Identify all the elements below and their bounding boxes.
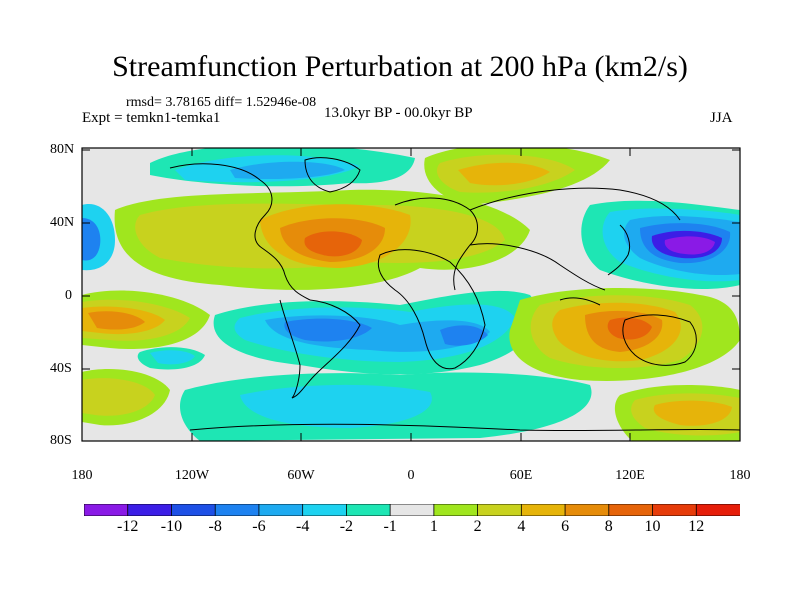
colorbar-label: 12 <box>688 518 705 535</box>
lon-label-60w: 60W <box>287 468 315 483</box>
colorbar-label: 2 <box>473 518 482 535</box>
lon-label-120w: 120W <box>174 468 210 483</box>
colorbar-swatch <box>608 504 654 516</box>
lon-label-0: 0 <box>407 468 415 483</box>
colorbar-swatch <box>433 504 479 516</box>
colorbar-label: -4 <box>295 518 310 535</box>
lat-label-80s: 80S <box>50 433 72 448</box>
colorbar-swatch <box>564 504 610 516</box>
streamfunction-field <box>82 148 740 441</box>
colorbar-label: 10 <box>644 518 661 535</box>
australia-positive-max <box>607 317 652 340</box>
south-america-coast <box>291 299 361 399</box>
maritime-continent-coast <box>559 297 601 306</box>
lon-label-120e: 120E <box>615 468 645 483</box>
greenland-outline <box>304 157 361 193</box>
colorbar-label: 8 <box>604 518 613 535</box>
lat-ticks <box>82 149 740 442</box>
colorbar-swatch <box>345 504 392 516</box>
west-edge-negative-core <box>82 218 101 261</box>
south-america-west-coast <box>279 299 301 399</box>
colorbar-swatch <box>214 504 260 516</box>
se-pacific-negative-inner <box>150 350 195 365</box>
colorbar-label: 4 <box>517 518 526 535</box>
colorbar-swatch <box>258 504 304 516</box>
europe-coast <box>394 197 478 291</box>
south-east-positive-high <box>653 400 732 426</box>
antarctica-coast <box>189 423 740 432</box>
lat-label-80n: 80N <box>50 142 75 157</box>
lat-label-0: 0 <box>65 288 72 303</box>
lat-label-40n: 40N <box>50 215 75 230</box>
colorbar-swatch <box>127 504 173 516</box>
colorbar-label: -12 <box>117 518 139 535</box>
colorbar-swatch <box>520 504 566 516</box>
lat-label-40s: 40S <box>50 361 72 376</box>
south-america-negative-core <box>284 318 372 342</box>
colorbar-label: 6 <box>561 518 570 535</box>
colorbar-label: -2 <box>339 518 354 535</box>
east-asia-coast <box>607 224 631 276</box>
south-pacific-positive-max <box>88 311 145 330</box>
colorbar-label: -6 <box>252 518 266 535</box>
season-label: JJA <box>710 110 733 126</box>
southern-positive-west-inner <box>82 378 155 416</box>
lon-ticks <box>81 148 741 441</box>
experiment-label: Expt = temkn1-temka1 <box>82 110 221 126</box>
rmsd-diff-text: rmsd= 3.78165 diff= 1.52946e-08 <box>126 95 317 110</box>
period-label: 13.0kyr BP - 00.0kyr BP <box>324 105 473 121</box>
lon-label-180e: 180 <box>729 468 751 483</box>
africa-outline <box>377 249 486 370</box>
asia-south-coast <box>469 243 606 291</box>
colorbar-swatch <box>171 504 217 516</box>
colorbar-label: -8 <box>208 518 222 535</box>
colorbar-swatch <box>84 504 129 516</box>
asia-north-coast <box>469 187 681 221</box>
colorbar-swatch <box>477 504 523 516</box>
southern-ocean-negative-inner <box>240 384 432 428</box>
north-america-coast <box>169 163 311 301</box>
atlantic-positive-max <box>304 231 362 257</box>
colorbar-label: -10 <box>160 518 183 535</box>
colorbar-label: 1 <box>429 518 438 535</box>
colorbar-swatch <box>389 504 435 516</box>
pacific-negative-min <box>664 236 715 255</box>
colorbar-swatch <box>695 504 740 516</box>
map-title: Streamfunction Perturbation at 200 hPa (… <box>112 50 688 83</box>
lon-label-180w: 180 <box>71 468 93 483</box>
colorbar-swatch <box>302 504 348 516</box>
arctic-negative-core <box>230 161 345 180</box>
colorbar-label: -1 <box>383 518 397 535</box>
lon-label-60e: 60E <box>509 468 533 483</box>
australia-outline <box>622 314 697 366</box>
siberia-positive-core <box>458 162 550 186</box>
africa-negative-core <box>440 325 488 346</box>
colorbar-swatch <box>652 504 698 516</box>
colorbar <box>84 504 740 516</box>
coastlines <box>169 157 740 432</box>
